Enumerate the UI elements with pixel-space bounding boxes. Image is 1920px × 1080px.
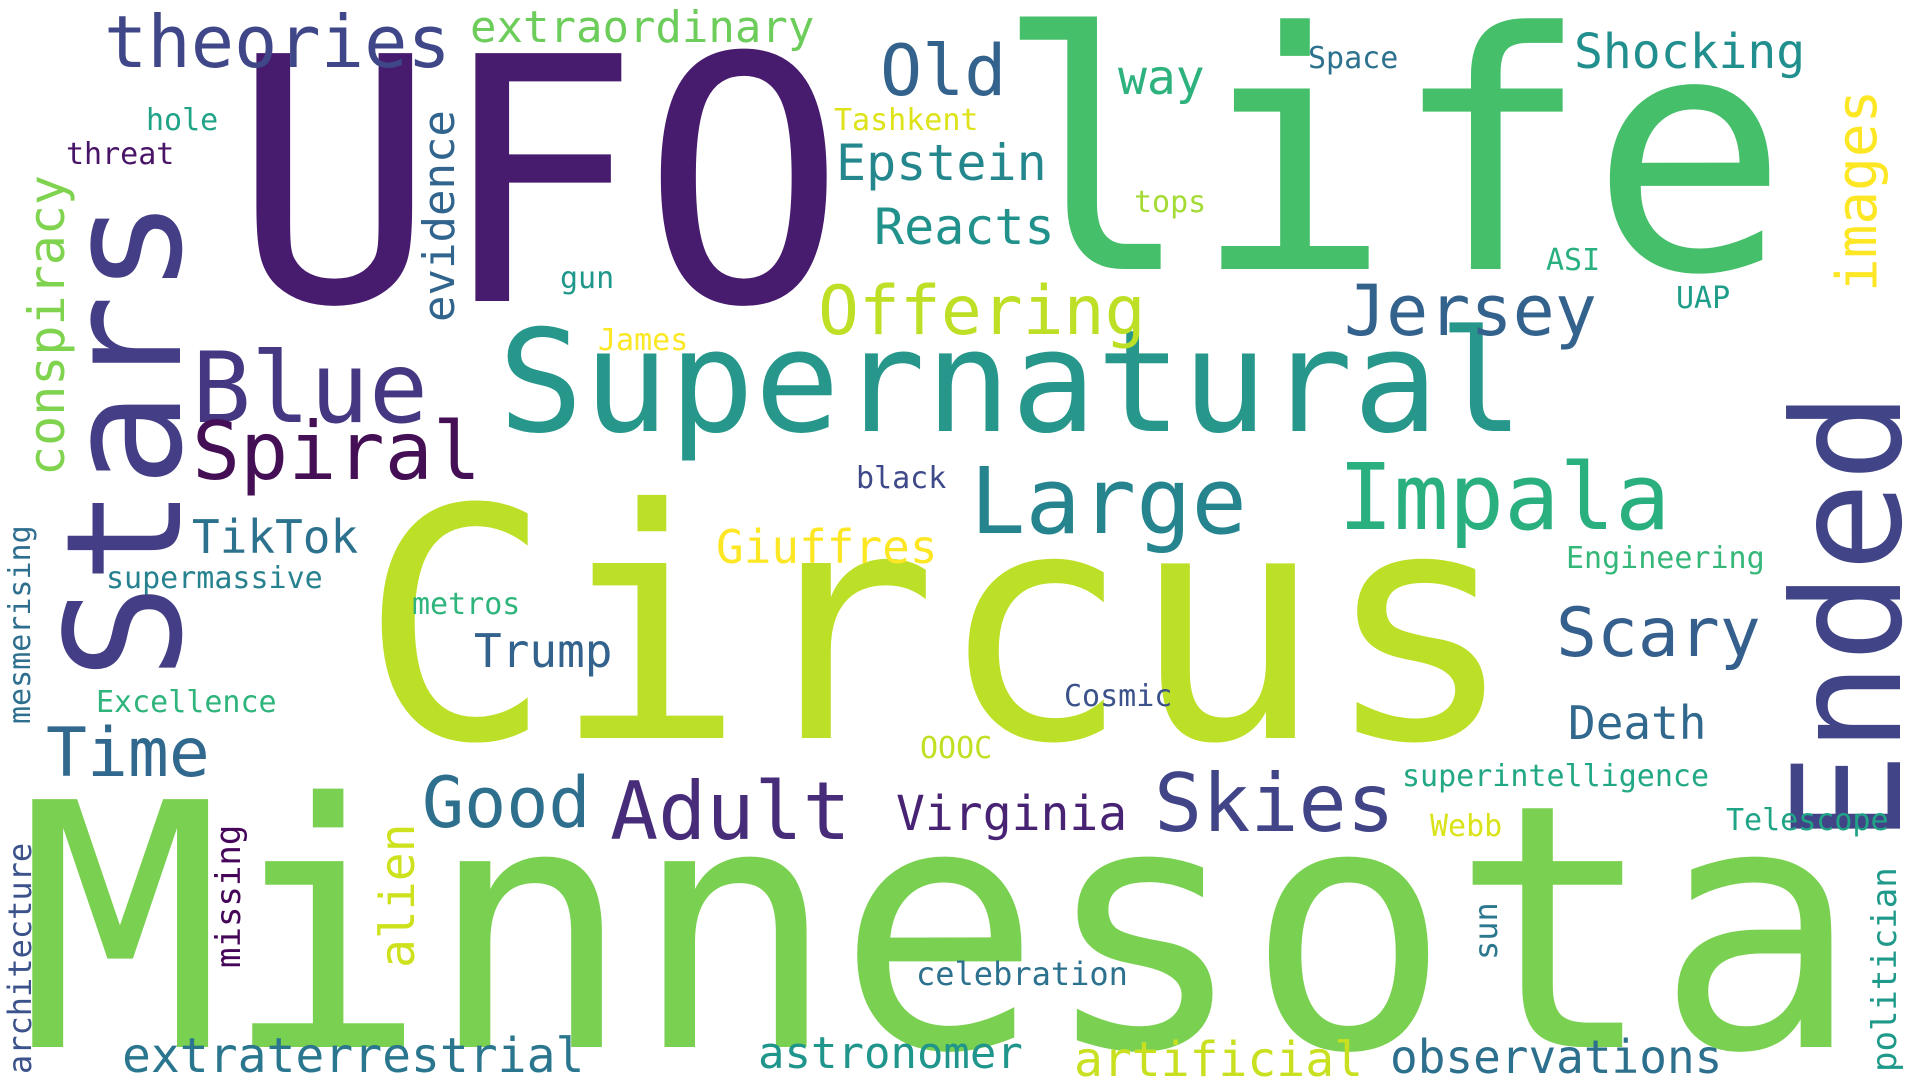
- word-virginia: Virginia: [896, 786, 1128, 842]
- word-excellence: Excellence: [96, 685, 277, 720]
- word-way: way: [1118, 50, 1205, 106]
- word-death: Death: [1568, 696, 1707, 750]
- word-images: images: [1825, 89, 1890, 292]
- word-tiktok: TikTok: [192, 510, 359, 564]
- word-reacts: Reacts: [874, 198, 1055, 256]
- word-ufo: UFO: [232, 0, 847, 382]
- word-celebration: celebration: [916, 955, 1128, 993]
- word-telescope: Telescope: [1726, 803, 1889, 838]
- word-trump: Trump: [474, 624, 613, 678]
- word-observations: observations: [1390, 1030, 1723, 1080]
- word-life: life: [994, 0, 1789, 347]
- word-metros: metros: [412, 587, 521, 622]
- word-oooc: OOOC: [920, 731, 993, 766]
- word-circus: Circus: [360, 442, 1516, 814]
- word-mesmerising: mesmerising: [3, 525, 38, 724]
- word-ended: Ended: [1762, 391, 1920, 843]
- word-architecture: architecture: [1, 842, 39, 1074]
- word-minnesota: Minnesota: [18, 732, 1861, 1080]
- word-adult: Adult: [610, 765, 851, 858]
- word-engineering: Engineering: [1566, 541, 1765, 576]
- word-politician: politician: [1865, 867, 1905, 1072]
- word-uap: UAP: [1676, 281, 1731, 316]
- word-giuffres: Giuffres: [716, 520, 938, 574]
- word-missing: missing: [209, 824, 249, 968]
- word-supermassive: supermassive: [106, 561, 323, 596]
- word-evidence: evidence: [414, 110, 465, 322]
- word-time: Time: [46, 714, 210, 793]
- word-tops: tops: [1134, 185, 1207, 220]
- word-extraordinary: extraordinary: [470, 2, 815, 53]
- word-offering: Offering: [818, 272, 1146, 351]
- word-black: black: [856, 461, 947, 496]
- word-asi: ASI: [1546, 243, 1601, 278]
- word-jersey: Jersey: [1344, 270, 1597, 352]
- word-webb: Webb: [1430, 809, 1503, 844]
- word-space: Space: [1308, 41, 1399, 76]
- word-artificial: artificial: [1074, 1032, 1363, 1080]
- word-impala: Impala: [1338, 444, 1671, 551]
- word-superintelligence: superintelligence: [1402, 759, 1710, 794]
- word-james: James: [598, 323, 689, 358]
- word-blue: Blue: [192, 332, 429, 446]
- word-good: Good: [422, 762, 591, 844]
- word-conspiracy: conspiracy: [18, 174, 76, 476]
- word-epstein: Epstein: [836, 134, 1047, 192]
- word-alien: alien: [370, 823, 426, 969]
- word-hole: hole: [146, 103, 219, 138]
- word-sun: sun: [1467, 902, 1505, 960]
- word-threat: threat: [66, 137, 175, 172]
- word-gun: gun: [560, 261, 615, 296]
- word-old: Old: [880, 30, 1007, 112]
- word-extraterrestrial: extraterrestrial: [122, 1028, 585, 1080]
- word-skies: Skies: [1154, 757, 1395, 850]
- word-large: Large: [970, 448, 1247, 555]
- word-theories: theories: [104, 0, 451, 84]
- word-supernatural: Supernatural: [498, 300, 1524, 465]
- word-scary: Scary: [1556, 594, 1761, 673]
- word-spiral: Spiral: [192, 405, 481, 498]
- word-shocking: Shocking: [1574, 24, 1806, 80]
- word-cosmic: Cosmic: [1064, 679, 1173, 714]
- word-tashkent: Tashkent: [834, 103, 979, 138]
- word-astronomer: astronomer: [758, 1028, 1023, 1079]
